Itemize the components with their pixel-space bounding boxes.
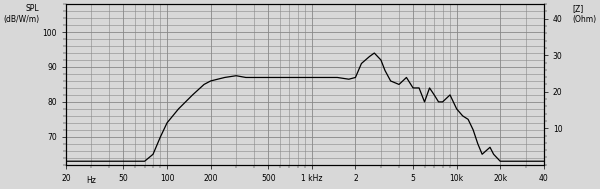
Text: Hz: Hz [86, 176, 96, 185]
Y-axis label: SPL
(dB/W/m): SPL (dB/W/m) [4, 4, 40, 24]
Y-axis label: [Z]
(Ohm): [Z] (Ohm) [572, 4, 596, 24]
